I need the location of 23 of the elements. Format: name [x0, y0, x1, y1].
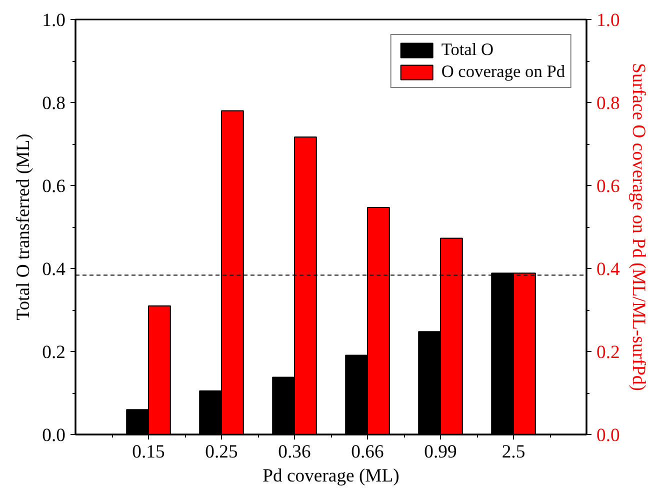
x-tick-label: 0.36 [278, 442, 311, 462]
y2-tick-label: 0.8 [596, 93, 620, 114]
y-tick-label: 0.2 [42, 342, 66, 363]
y2-tick-label: 1.0 [596, 10, 620, 31]
x-tick-label: 0.99 [424, 442, 457, 462]
x-tick-label: 2.5 [502, 442, 526, 462]
y2-tick-label: 0.0 [596, 425, 620, 446]
y2-tick-label: 0.2 [596, 342, 620, 363]
y-tick-label: 0.6 [42, 176, 66, 197]
legend-label: Total O [441, 40, 494, 60]
y-axis-title: Total O transferred (ML) [13, 134, 34, 320]
x-tick-label: 0.15 [132, 442, 165, 462]
y-tick-label: 0.0 [42, 425, 66, 446]
x-tick-label: 0.25 [205, 442, 238, 462]
legend-label: O coverage on Pd [441, 62, 565, 82]
y-tick-label: 0.8 [42, 93, 66, 114]
y-tick-label: 0.4 [42, 259, 66, 280]
x-tick-label: 0.66 [351, 442, 384, 462]
y2-tick-label: 0.6 [596, 176, 620, 197]
y2-axis-title: Surface O coverage on Pd (ML/ML-surfPd) [628, 63, 649, 391]
y2-tick-label: 0.4 [596, 259, 620, 280]
y-tick-label: 1.0 [42, 10, 66, 31]
x-axis-title: Pd coverage (ML) [262, 466, 400, 486]
